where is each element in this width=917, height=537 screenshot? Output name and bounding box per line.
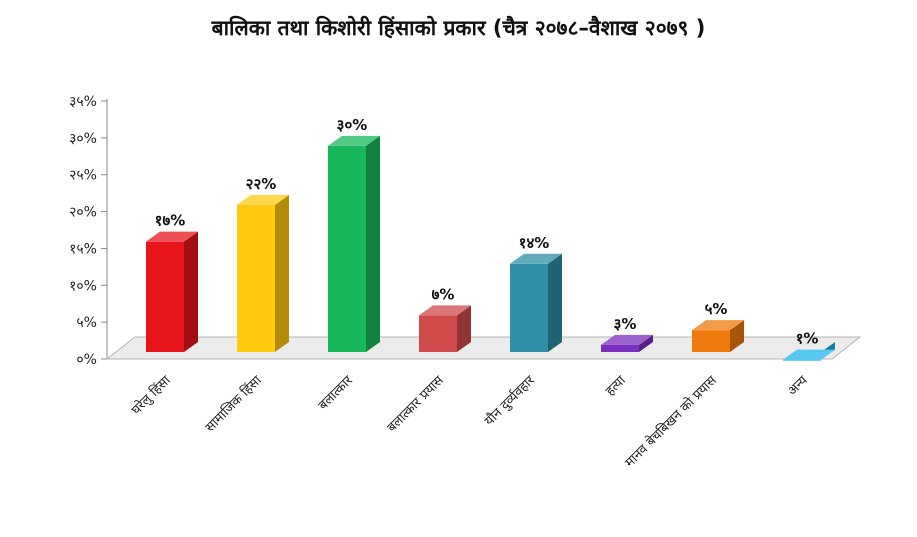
bar-side: [275, 194, 289, 352]
y-tick-label: २०%: [69, 205, 97, 221]
y-tick-label: ३०%: [69, 131, 97, 147]
bar-side: [184, 231, 198, 352]
data-label: ५%: [705, 300, 728, 318]
chart-floor-plane: [105, 336, 862, 360]
category-label: सामाजिक हिंसा: [202, 372, 265, 435]
bar-front: [419, 315, 457, 352]
bar-top: [510, 253, 562, 264]
bar: [601, 334, 653, 352]
data-label: ३%: [614, 315, 637, 333]
bar-top: [419, 305, 471, 316]
category-label: अन्य: [785, 373, 811, 399]
bar-top: [601, 334, 653, 345]
data-label: ३०%: [337, 116, 368, 134]
label-layer: १७% घरेलु हिंसा २२% सामाजिक हिंसा ३०% बलात्का…: [128, 116, 818, 471]
bar: [419, 305, 471, 352]
bar-front: [692, 330, 730, 352]
bar: [783, 342, 835, 361]
y-tick-label: ५%: [76, 315, 97, 331]
bar: [510, 253, 562, 352]
category-label: यौन दुर्व्यवहार: [481, 372, 538, 429]
y-tick-label: २५%: [69, 168, 97, 184]
data-label: १७%: [155, 212, 186, 230]
data-label: २२%: [246, 175, 277, 193]
y-tick-label: ०%: [76, 352, 97, 368]
bar-front: [328, 145, 366, 352]
bar-side: [548, 253, 562, 352]
bar-layer: [146, 135, 835, 361]
bar-top: [692, 320, 744, 331]
bar-front: [146, 241, 184, 352]
category-label: मानव बेचबिखन को प्रयास: [622, 372, 720, 470]
bar-side: [639, 334, 653, 352]
bar: [328, 135, 380, 352]
bar: [237, 194, 289, 352]
category-label: घरेलु हिंसा: [128, 372, 174, 418]
data-label: १४%: [519, 234, 550, 252]
bar-front: [783, 359, 821, 361]
bar-side: [457, 305, 471, 352]
category-label: बलात्कार: [316, 373, 357, 414]
category-label: हत्या: [603, 373, 629, 399]
bar-top: [237, 194, 289, 205]
bar-front: [601, 344, 639, 352]
bar-top: [328, 135, 380, 146]
chart-title: बालिका तथा किशोरी हिंसाको प्रकार (चैत्र …: [211, 16, 706, 40]
y-tick-label: १०%: [69, 278, 97, 294]
bar-top: [146, 231, 198, 242]
y-tick-label: १५%: [69, 241, 97, 257]
data-label: ७%: [432, 285, 455, 303]
axis-layer: ०% ५% १०% १५% २०% २५% ३०% ३५%: [69, 94, 108, 368]
data-label: १%: [796, 330, 819, 348]
chart-floor: [105, 336, 862, 360]
bar-front: [237, 204, 275, 352]
y-tick-label: ३५%: [69, 94, 97, 110]
bar-side: [366, 135, 380, 352]
bar: [146, 231, 198, 352]
bar-front: [510, 263, 548, 352]
bar: [692, 320, 744, 352]
bar-top: [783, 349, 835, 360]
bar-side: [730, 320, 744, 352]
category-label: बलात्कार प्रयास: [385, 373, 447, 435]
